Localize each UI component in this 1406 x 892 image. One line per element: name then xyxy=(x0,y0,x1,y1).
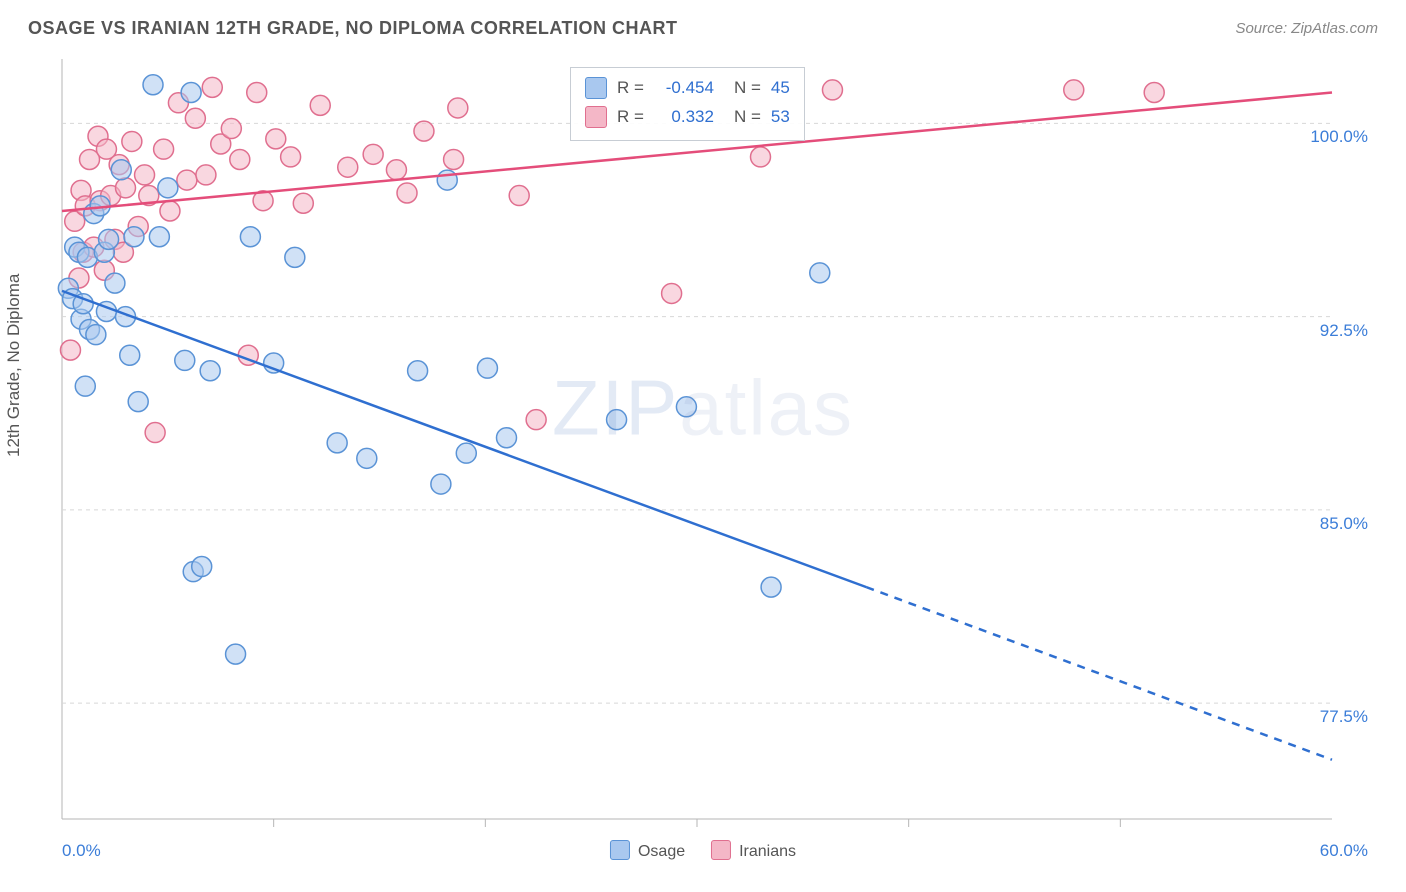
iranians-point xyxy=(247,82,267,102)
iranians-point xyxy=(266,129,286,149)
y-axis-label: 12th Grade, No Diploma xyxy=(4,274,24,457)
iranians-point xyxy=(1144,82,1164,102)
y-tick-label: 85.0% xyxy=(1320,514,1368,534)
iranians-point xyxy=(310,95,330,115)
source-label: Source: ZipAtlas.com xyxy=(1235,20,1378,37)
iranians-point xyxy=(751,147,771,167)
osage-point xyxy=(75,376,95,396)
iranians-point xyxy=(135,165,155,185)
iranians-point xyxy=(363,144,383,164)
chart-area: 12th Grade, No Diploma ZIPatlas R =-0.45… xyxy=(0,47,1406,867)
osage-point xyxy=(181,82,201,102)
iranians-point xyxy=(662,283,682,303)
osage-point xyxy=(607,410,627,430)
osage-point xyxy=(761,577,781,597)
iranians-point xyxy=(386,160,406,180)
iranians-point xyxy=(196,165,216,185)
osage-point xyxy=(192,557,212,577)
osage-point xyxy=(143,75,163,95)
osage-point xyxy=(86,325,106,345)
osage-point xyxy=(175,350,195,370)
osage-point xyxy=(497,428,517,448)
x-axis-min-label: 0.0% xyxy=(62,841,101,861)
iranians-point xyxy=(122,131,142,151)
iranians-point xyxy=(154,139,174,159)
iranians-point xyxy=(60,340,80,360)
iranians-point xyxy=(160,201,180,221)
chart-title: OSAGE VS IRANIAN 12TH GRADE, NO DIPLOMA … xyxy=(28,18,678,39)
osage-point xyxy=(226,644,246,664)
osage-point xyxy=(327,433,347,453)
osage-regression-extrapolation xyxy=(866,587,1332,760)
osage-point xyxy=(149,227,169,247)
y-tick-label: 77.5% xyxy=(1320,707,1368,727)
osage-point xyxy=(431,474,451,494)
osage-point xyxy=(200,361,220,381)
iranians-point xyxy=(116,178,136,198)
stats-row-iranians: R =0.332N =53 xyxy=(585,103,790,132)
iranians-point xyxy=(177,170,197,190)
y-tick-label: 92.5% xyxy=(1320,321,1368,341)
legend-item-iranians: Iranians xyxy=(711,840,796,861)
bottom-legend: Osage Iranians xyxy=(610,840,796,861)
iranians-point xyxy=(281,147,301,167)
iranians-point xyxy=(1064,80,1084,100)
legend-item-osage: Osage xyxy=(610,840,685,861)
osage-point xyxy=(120,345,140,365)
osage-point xyxy=(676,397,696,417)
osage-point xyxy=(99,229,119,249)
osage-point xyxy=(124,227,144,247)
osage-point xyxy=(240,227,260,247)
osage-point xyxy=(437,170,457,190)
osage-point xyxy=(408,361,428,381)
iranians-point xyxy=(145,423,165,443)
osage-point xyxy=(105,273,125,293)
osage-point xyxy=(285,247,305,267)
x-axis-max-label: 60.0% xyxy=(1320,841,1368,861)
osage-point xyxy=(158,178,178,198)
osage-point xyxy=(456,443,476,463)
y-tick-label: 100.0% xyxy=(1310,127,1368,147)
iranians-point xyxy=(509,186,529,206)
iranians-point xyxy=(230,149,250,169)
iranians-point xyxy=(397,183,417,203)
osage-point xyxy=(477,358,497,378)
osage-regression-line xyxy=(62,291,866,587)
osage-point xyxy=(810,263,830,283)
iranians-point xyxy=(448,98,468,118)
osage-point xyxy=(111,160,131,180)
iranians-point xyxy=(444,149,464,169)
iranians-point xyxy=(414,121,434,141)
osage-point xyxy=(357,448,377,468)
scatter-chart xyxy=(0,47,1406,839)
iranians-point xyxy=(221,119,241,139)
iranians-point xyxy=(338,157,358,177)
iranians-point xyxy=(202,77,222,97)
iranians-point xyxy=(526,410,546,430)
iranians-point xyxy=(822,80,842,100)
osage-point xyxy=(128,392,148,412)
iranians-point xyxy=(293,193,313,213)
iranians-point xyxy=(185,108,205,128)
stats-legend-box: R =-0.454N =45R =0.332N =53 xyxy=(570,67,805,141)
stats-row-osage: R =-0.454N =45 xyxy=(585,74,790,103)
